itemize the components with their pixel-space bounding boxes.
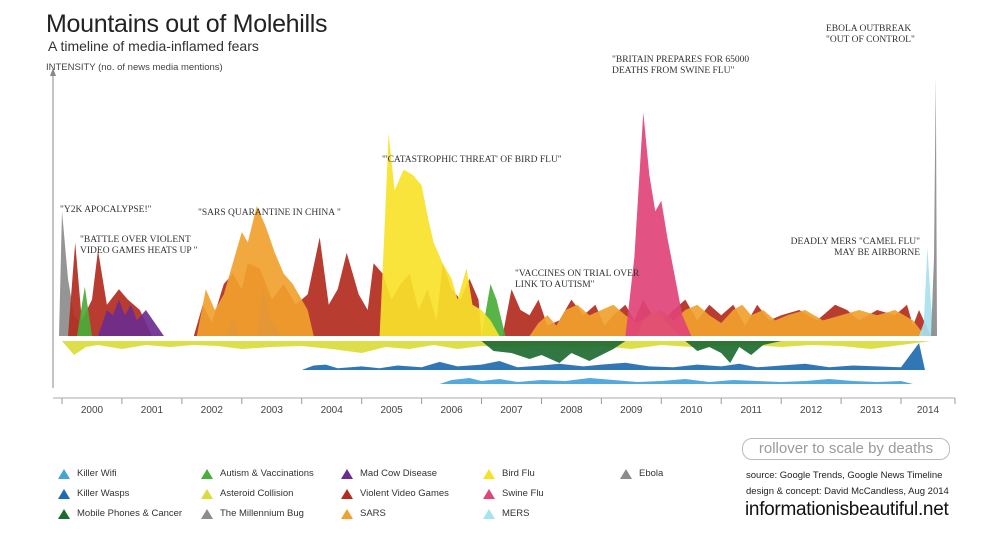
annotation-swine-flu: "BRITAIN PREPARES FOR 65000 DEATHS FROM …	[612, 55, 750, 76]
series-area-killer-wasps[interactable]	[301, 343, 925, 370]
legend-item-ebola[interactable]: Ebola	[620, 468, 663, 479]
annotation-sars: "SARS QUARANTINE IN CHINA "	[198, 208, 341, 218]
annotation-bird-flu: "'CATASTROPHIC THREAT' OF BIRD FLU"	[382, 155, 562, 165]
legend-label: Violent Video Games	[360, 488, 449, 499]
x-axis-ticks: 2000 2001 2002 2003 2004 2005 2006 2007 2008 2009…	[61, 398, 956, 416]
series-area-mobile-phones-cancer[interactable]	[481, 341, 782, 363]
x-tick-label-2009: 2009	[620, 405, 643, 416]
rollover-scale-button[interactable]: rollover to scale by deaths	[742, 438, 950, 460]
series-area-mers[interactable]	[919, 247, 935, 336]
legend-label: MERS	[502, 508, 530, 519]
legend-item-swine-flu[interactable]: Swine Flu	[483, 488, 544, 499]
series-area-the-millennium-bug[interactable]	[59, 211, 92, 336]
x-tick-label-2004: 2004	[321, 405, 344, 416]
legend-item-mers[interactable]: MERS	[483, 508, 529, 519]
annotation-mers: DEADLY MERS "CAMEL FLU" MAY BE AIRBORNE	[790, 237, 920, 258]
x-tick-label-2013: 2013	[860, 405, 883, 416]
legend-item-sars[interactable]: SARS	[341, 508, 386, 519]
legend-item-asteroid[interactable]: Asteroid Collision	[201, 488, 293, 499]
legend-label: SARS	[360, 508, 386, 519]
legend-item-autism-vaccinations[interactable]: Autism & Vaccinations	[201, 468, 314, 479]
page-title: Mountains out of Molehills	[46, 10, 328, 38]
legend-label: Ebola	[639, 468, 664, 479]
legend-label: The Millennium Bug	[220, 508, 304, 519]
legend-label: Swine Flu	[502, 488, 544, 499]
legend-swatch	[341, 468, 353, 479]
series-area-swine-flu[interactable]	[625, 112, 692, 337]
x-tick-label-2000: 2000	[81, 405, 104, 416]
legend-swatch	[341, 488, 353, 499]
legend-item-mobile-phones[interactable]: Mobile Phones & Cancer	[58, 508, 182, 519]
design-credit: design & concept: David McCandless, Aug …	[746, 486, 949, 497]
legend-swatch	[483, 468, 495, 479]
x-tick-label-2006: 2006	[440, 405, 463, 416]
legend-item-bird-flu[interactable]: Bird Flu	[483, 468, 535, 479]
annotation-y2k: "Y2K APOCALYPSE!"	[60, 205, 152, 215]
series-area-sars[interactable]	[196, 206, 926, 336]
legend-item-killer-wasps[interactable]: Killer Wasps	[58, 488, 129, 499]
series-area-ebola[interactable]	[931, 76, 937, 336]
legend-swatch	[483, 508, 495, 519]
x-tick-label-2011: 2011	[740, 405, 762, 416]
x-tick-label-2010: 2010	[680, 405, 703, 416]
x-tick-label-2008: 2008	[560, 405, 583, 416]
annotation-ebola: EBOLA OUTBREAK "OUT OF CONTROL"	[826, 24, 915, 45]
x-tick-label-2012: 2012	[800, 405, 823, 416]
legend-swatch	[201, 468, 213, 479]
legend-label: Mad Cow Disease	[360, 468, 438, 479]
series-area-killer-wifi[interactable]	[439, 378, 913, 384]
legend-label: Asteroid Collision	[220, 488, 294, 499]
annotation-video-games: "BATTLE OVER VIOLENT VIDEO GAMES HEATS U…	[80, 235, 198, 256]
x-tick-label-2003: 2003	[261, 405, 284, 416]
legend-swatch	[341, 508, 353, 519]
x-tick-label-2002: 2002	[201, 405, 224, 416]
legend-swatch	[201, 488, 213, 499]
legend-label: Autism & Vaccinations	[220, 468, 314, 479]
legend-item-millennium-bug[interactable]: The Millennium Bug	[201, 508, 304, 519]
x-tick-label-2007: 2007	[500, 405, 523, 416]
area-layer	[59, 76, 937, 384]
page-subtitle: A timeline of media-inflamed fears	[48, 38, 259, 54]
legend-swatch	[58, 468, 70, 479]
series-area-mad-cow-disease[interactable]	[98, 284, 281, 336]
legend-item-mad-cow[interactable]: Mad Cow Disease	[341, 468, 437, 479]
legend-swatch	[201, 508, 213, 519]
legend-item-killer-wifi[interactable]: Killer Wifi	[58, 468, 117, 479]
x-tick-label-2014: 2014	[917, 405, 940, 416]
legend-swatch	[620, 468, 632, 479]
legend-label: Mobile Phones & Cancer	[77, 508, 183, 519]
y-axis-label: INTENSITY (no. of news media mentions)	[46, 62, 223, 73]
legend-label: Bird Flu	[502, 468, 535, 479]
x-tick-label-2005: 2005	[380, 405, 403, 416]
legend-swatch	[58, 508, 70, 519]
x-tick-label-2001: 2001	[141, 405, 164, 416]
legend: Killer Wifi Killer Wasps Mobile Phones &…	[58, 466, 698, 528]
legend-label: Killer Wasps	[77, 488, 130, 499]
legend-label: Killer Wifi	[77, 468, 117, 479]
brand-logo-text[interactable]: informationisbeautiful.net	[745, 499, 949, 520]
legend-item-video-games[interactable]: Violent Video Games	[341, 488, 449, 499]
legend-swatch	[58, 488, 70, 499]
y-axis-arrow	[50, 68, 56, 76]
annotation-vaccines: "VACCINES ON TRIAL OVER LINK TO AUTISM"	[515, 269, 640, 290]
source-credit: source: Google Trends, Google News Timel…	[746, 470, 943, 481]
legend-swatch	[483, 488, 495, 499]
